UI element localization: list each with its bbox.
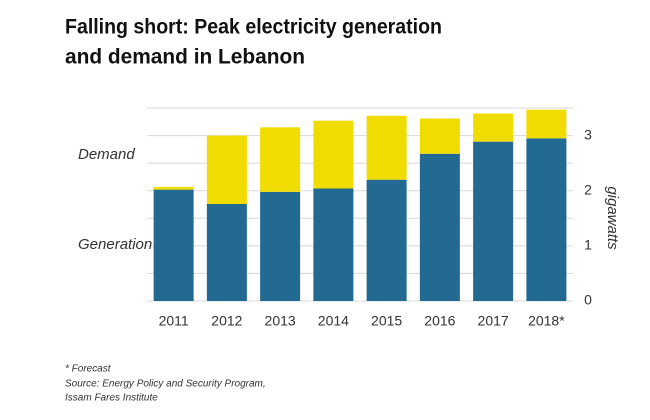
- bar-segment: [206, 203, 247, 301]
- y-tick-label: 3: [584, 126, 592, 142]
- bar-segment: [366, 179, 407, 301]
- bar-segment: [313, 188, 354, 301]
- chart-title: and demand in Lebanon: [65, 46, 305, 69]
- y-tick-label: 0: [584, 292, 592, 308]
- x-tick-label: 2011: [159, 313, 189, 329]
- bar-segment: [419, 118, 460, 154]
- footnote: * Forecast: [65, 364, 112, 375]
- bar-segment: [473, 113, 514, 142]
- bar-segment: [419, 153, 460, 301]
- bar-segment: [366, 115, 407, 180]
- bar-segment: [526, 138, 567, 301]
- x-tick-label: 2015: [371, 313, 402, 329]
- bar-segment: [260, 191, 301, 301]
- legend-label: Demand: [78, 146, 135, 163]
- source: Issam Fares Institute: [65, 393, 158, 404]
- bar-segment: [206, 135, 247, 204]
- chart-title: Falling short: Peak electricity generati…: [65, 16, 442, 39]
- bar-segment: [260, 127, 301, 192]
- y-tick-label: 1: [584, 237, 592, 253]
- x-tick-label: 2016: [424, 313, 455, 329]
- source: Source: Energy Policy and Security Progr…: [65, 379, 266, 390]
- bar-segment: [313, 120, 354, 189]
- legend-label: Generation: [78, 236, 152, 253]
- bar-segment: [153, 189, 194, 301]
- bar-segment: [473, 141, 514, 301]
- x-tick-label: 2018*: [528, 313, 565, 329]
- x-tick-label: 2014: [318, 313, 349, 329]
- y-tick-label: 2: [584, 181, 592, 197]
- x-tick-label: 2012: [211, 313, 242, 329]
- x-tick-label: 2013: [265, 313, 296, 329]
- bar-segment: [526, 109, 567, 139]
- y-axis-label: gigawatts: [604, 186, 621, 250]
- bar-segment: [153, 186, 194, 190]
- x-tick-label: 2017: [478, 313, 509, 329]
